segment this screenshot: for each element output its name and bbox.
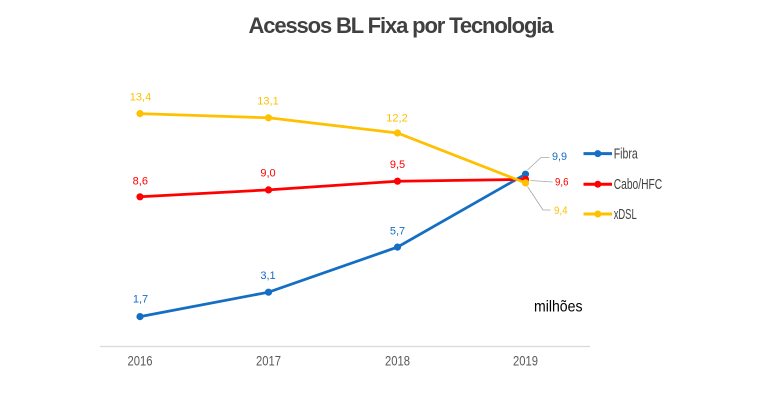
svg-text:xDSL: xDSL bbox=[614, 207, 637, 223]
svg-text:9,5: 9,5 bbox=[390, 159, 405, 171]
svg-text:2016: 2016 bbox=[128, 353, 153, 369]
svg-text:milhões: milhões bbox=[534, 299, 583, 316]
svg-text:1,7: 1,7 bbox=[133, 294, 148, 306]
svg-text:12,2: 12,2 bbox=[386, 113, 407, 125]
svg-text:2017: 2017 bbox=[256, 353, 281, 369]
svg-text:13,4: 13,4 bbox=[130, 92, 151, 104]
svg-text:9,4: 9,4 bbox=[554, 205, 568, 217]
svg-text:Cabo/HFC: Cabo/HFC bbox=[614, 177, 663, 193]
svg-text:8,6: 8,6 bbox=[133, 175, 148, 187]
svg-text:Acessos BL Fixa por Tecnologia: Acessos BL Fixa por Tecnologia bbox=[249, 13, 555, 38]
svg-text:2018: 2018 bbox=[385, 353, 410, 369]
svg-text:9,6: 9,6 bbox=[555, 176, 569, 188]
svg-text:5,7: 5,7 bbox=[390, 225, 405, 237]
svg-text:13,1: 13,1 bbox=[257, 96, 278, 108]
svg-text:2019: 2019 bbox=[513, 353, 538, 369]
svg-text:9,9: 9,9 bbox=[552, 151, 567, 163]
svg-text:Fibra: Fibra bbox=[614, 147, 639, 163]
svg-text:9,0: 9,0 bbox=[260, 167, 275, 179]
svg-text:3,1: 3,1 bbox=[260, 270, 275, 282]
